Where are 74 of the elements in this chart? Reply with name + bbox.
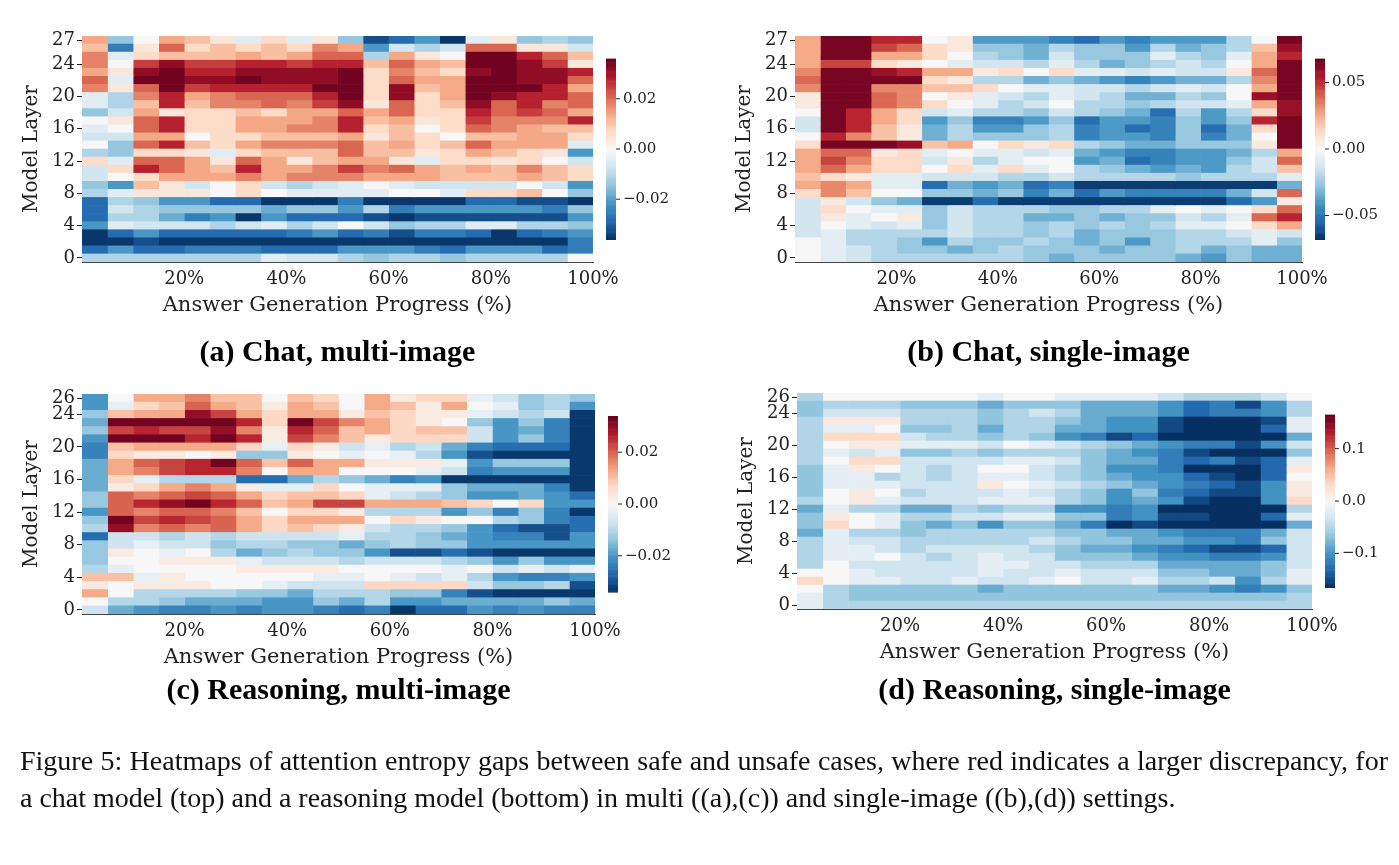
- x-axis-title: Answer Generation Progress (%): [162, 643, 514, 668]
- x-tick-label: 60%: [1085, 614, 1127, 636]
- x-axis-title: Answer Generation Progress (%): [878, 638, 1230, 663]
- color-bar-label: −0.02: [623, 189, 669, 208]
- y-tick-label: 16: [52, 116, 75, 138]
- y-tick-label: 12: [765, 148, 788, 170]
- x-tick-label: 80%: [472, 619, 513, 641]
- y-tick-label: 12: [767, 496, 790, 518]
- x-tick-label: 40%: [977, 267, 1018, 289]
- y-axis-title: Model Layer: [731, 84, 756, 213]
- y-tick-label: 0: [776, 245, 788, 267]
- y-tick-label: 8: [778, 528, 790, 550]
- y-tick-label: 24: [52, 51, 75, 73]
- x-tick-label: 100%: [569, 619, 621, 641]
- color-bar-label: 0.0: [1342, 490, 1366, 509]
- text: (c) Reasoning, multi-image: [166, 671, 511, 706]
- x-axis-title: Answer Generation Progress (%): [872, 291, 1224, 316]
- y-tick-label: 0: [778, 592, 790, 614]
- y-tick-label: 20: [52, 434, 75, 456]
- color-bar-label: 0.00: [1332, 138, 1366, 157]
- y-tick-label: 4: [63, 565, 75, 587]
- x-tick-label: 100%: [567, 267, 619, 289]
- y-axis-title: Model Layer: [18, 84, 43, 213]
- x-tick-label: 40%: [267, 619, 308, 641]
- y-axis-title: Model Layer: [18, 439, 43, 568]
- y-tick-label: 20: [765, 84, 788, 106]
- color-bar-label: 0.02: [623, 88, 657, 107]
- x-tick-label: 100%: [1276, 267, 1328, 289]
- x-tick-label: 60%: [368, 267, 409, 289]
- color-bar-label: 0.00: [625, 493, 659, 512]
- color-bar-label: −0.05: [1332, 205, 1378, 224]
- y-tick-label: 8: [776, 181, 788, 203]
- text: (d) Reasoning, single-image: [878, 671, 1231, 706]
- y-tick-label: 4: [776, 213, 788, 235]
- color-bar-label: 0.1: [1342, 438, 1366, 457]
- x-tick-label: 20%: [876, 267, 917, 289]
- y-tick-label: 24: [52, 402, 75, 424]
- text: (b) Chat, single-image: [907, 333, 1190, 368]
- x-tick-label: 60%: [369, 619, 410, 641]
- text: (a) Chat, multi-image: [199, 333, 476, 368]
- x-tick-label: 80%: [1188, 614, 1230, 636]
- color-bar-label: 0.02: [625, 442, 659, 461]
- caption: Figure 5: Heatmaps of attention entropy gaps between safe and unsafe cases, where red indicates a larger discrepancy, for a chat model (top) and a reasoning model (bottom) in multi ((a),(c)) and single-image ((b),(d)) settings.: [20, 744, 1388, 815]
- y-tick-label: 8: [63, 181, 75, 203]
- x-tick-label: 20%: [879, 614, 921, 636]
- x-tick-label: 20%: [164, 619, 205, 641]
- y-tick-label: 4: [778, 560, 790, 582]
- y-tick-label: 0: [63, 245, 75, 267]
- y-tick-label: 8: [63, 532, 75, 554]
- y-tick-label: 27: [765, 27, 788, 49]
- x-tick-label: 40%: [266, 267, 307, 289]
- x-tick-label: 80%: [1180, 267, 1221, 289]
- y-tick-label: 12: [52, 148, 75, 170]
- color-bar-label: 0.05: [1332, 72, 1366, 91]
- x-tick-label: 80%: [470, 267, 511, 289]
- y-axis-title: Model Layer: [733, 436, 758, 565]
- color-bar-label: −0.1: [1342, 543, 1379, 562]
- y-tick-label: 27: [52, 27, 75, 49]
- y-tick-label: 16: [52, 467, 75, 489]
- x-tick-label: 60%: [1079, 267, 1120, 289]
- y-tick-label: 0: [63, 597, 75, 619]
- x-axis-title: Answer Generation Progress (%): [161, 291, 513, 316]
- x-tick-label: 40%: [982, 614, 1024, 636]
- color-bar-label: 0.00: [623, 138, 657, 157]
- y-tick-label: 20: [767, 432, 790, 454]
- y-tick-label: 16: [765, 116, 788, 138]
- y-tick-label: 4: [63, 213, 75, 235]
- x-tick-label: 20%: [164, 267, 205, 289]
- y-tick-label: 16: [767, 464, 790, 486]
- color-bar-label: −0.02: [625, 545, 671, 564]
- y-tick-label: 24: [765, 51, 788, 73]
- y-tick-label: 20: [52, 84, 75, 106]
- y-tick-label: 12: [52, 499, 75, 521]
- x-tick-label: 100%: [1286, 614, 1338, 636]
